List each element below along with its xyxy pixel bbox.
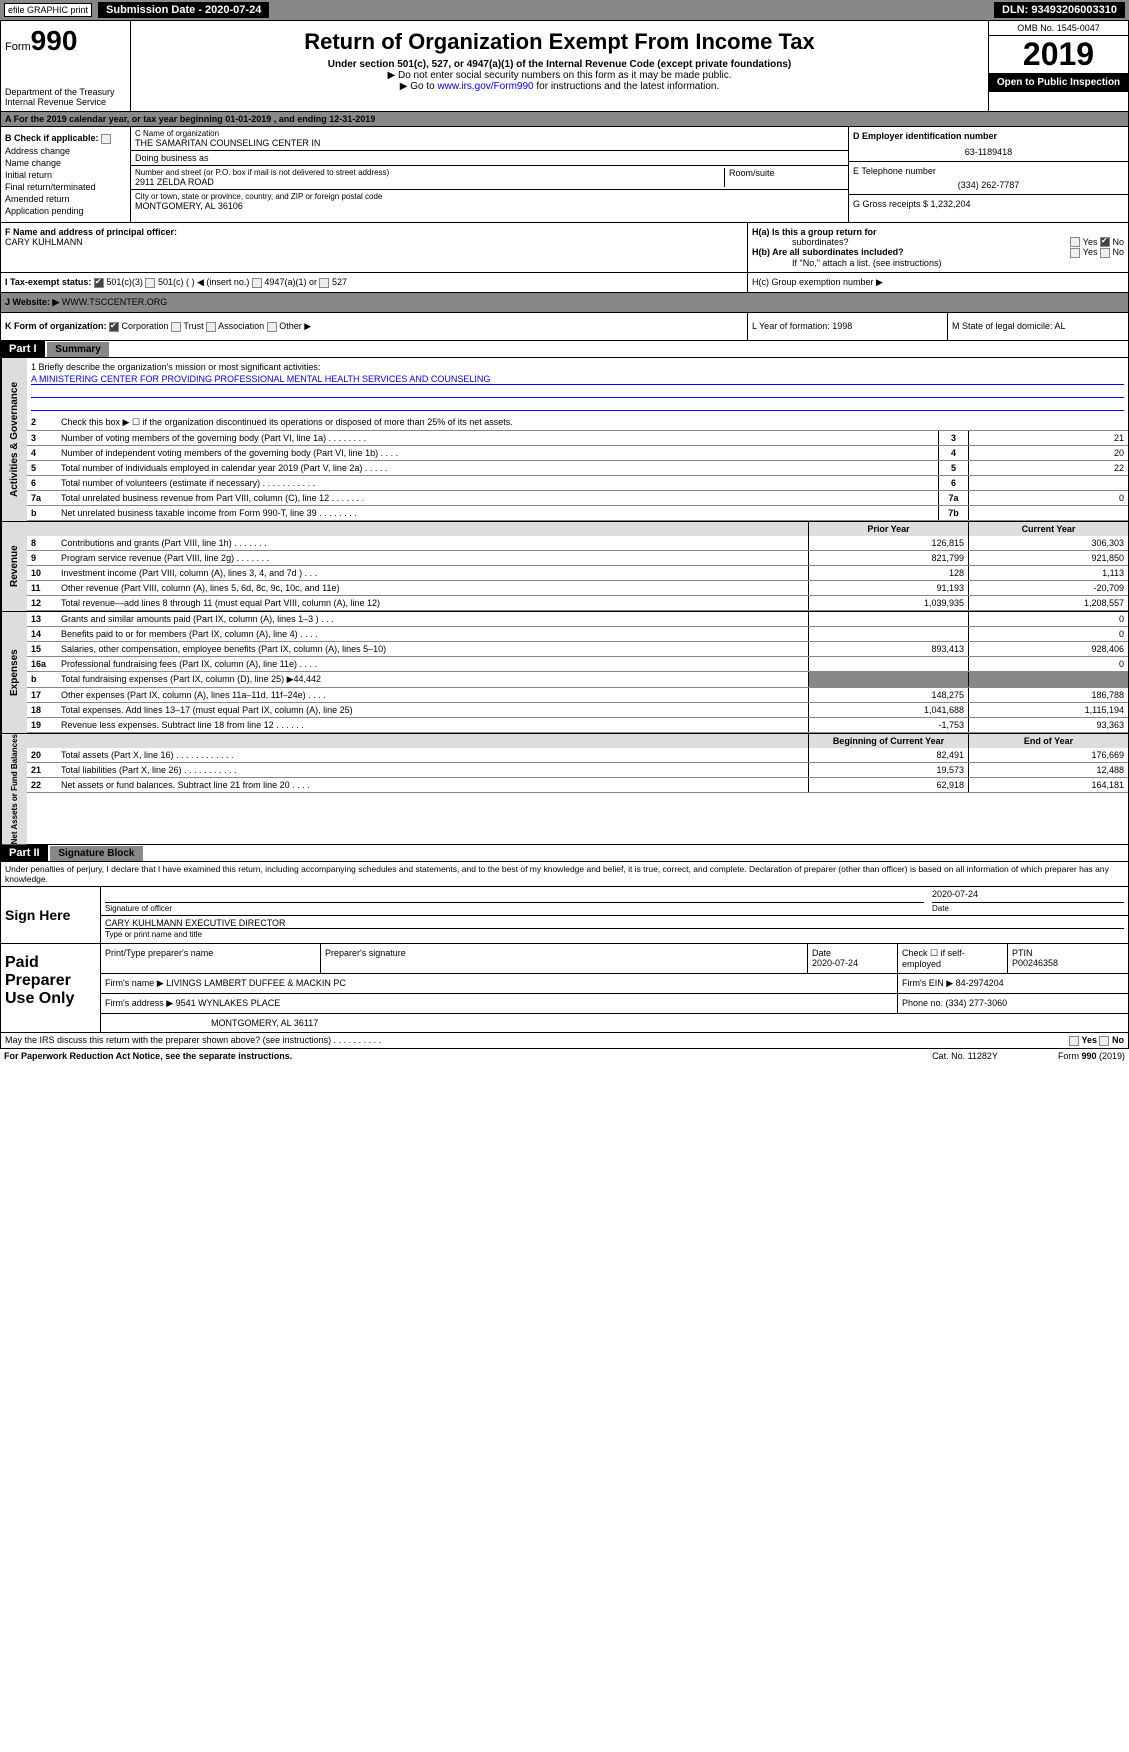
check-init: Initial return — [5, 170, 126, 180]
gross-receipts: G Gross receipts $ 1,232,204 — [849, 195, 1128, 213]
form-ref: Form 990 (2019) — [1058, 1051, 1125, 1061]
summary-line: 20Total assets (Part X, line 16) . . . .… — [27, 748, 1128, 763]
signature-section: Under penalties of perjury, I declare th… — [0, 862, 1129, 1049]
b-label: B Check if applicable: — [5, 133, 126, 144]
row-j: J Website: ▶ WWW.TSCCENTER.ORG — [0, 293, 1129, 313]
summary-line: 19Revenue less expenses. Subtract line 1… — [27, 718, 1128, 733]
d-label: D Employer identification number — [853, 131, 1124, 141]
check-amend: Amended return — [5, 194, 126, 204]
net-assets-section: Net Assets or Fund Balances Beginning of… — [0, 734, 1129, 845]
form-number: 990 — [31, 25, 78, 56]
check-app: Application pending — [5, 206, 126, 216]
dba-label: Doing business as — [131, 151, 848, 166]
mission-text: A MINISTERING CENTER FOR PROVIDING PROFE… — [31, 374, 1124, 385]
ein: 63-1189418 — [853, 147, 1124, 157]
hc-label: H(c) Group exemption number ▶ — [748, 273, 1128, 292]
row-a-tax-year: A For the 2019 calendar year, or tax yea… — [0, 112, 1129, 127]
dept-treasury: Department of the Treasury — [5, 87, 126, 97]
part-ii-header: Part II Signature Block — [0, 845, 1129, 862]
summary-line: bNet unrelated business taxable income f… — [27, 506, 1128, 521]
sign-here-label: Sign Here — [1, 887, 101, 943]
check-name: Name change — [5, 158, 126, 168]
m-state: M State of legal domicile: AL — [948, 313, 1128, 340]
revenue-section: Revenue Prior YearCurrent Year 8Contribu… — [0, 522, 1129, 612]
cat-no: Cat. No. 11282Y — [932, 1051, 998, 1061]
summary-line: 3Number of voting members of the governi… — [27, 431, 1128, 446]
efile-badge: efile GRAPHIC print — [4, 3, 92, 17]
expenses-section: Expenses 13Grants and similar amounts pa… — [0, 612, 1129, 734]
f-label: F Name and address of principal officer: — [5, 227, 743, 237]
summary-line: 8Contributions and grants (Part VIII, li… — [27, 536, 1128, 551]
summary-line: 9Program service revenue (Part VIII, lin… — [27, 551, 1128, 566]
hb-label: H(b) Are all subordinates included? Yes … — [752, 247, 1124, 258]
mission-label: 1 Briefly describe the organization's mi… — [31, 362, 1124, 372]
summary-line: 11Other revenue (Part VIII, column (A), … — [27, 581, 1128, 596]
summary-line: 4Number of independent voting members of… — [27, 446, 1128, 461]
submission-date: Submission Date - 2020-07-24 — [98, 2, 269, 18]
street-label: Number and street (or P.O. box if mail i… — [135, 168, 724, 177]
vert-expenses: Expenses — [1, 612, 27, 733]
vert-revenue: Revenue — [1, 522, 27, 611]
pra-notice: For Paperwork Reduction Act Notice, see … — [4, 1051, 292, 1061]
vert-net-assets: Net Assets or Fund Balances — [1, 734, 27, 844]
summary-line: 22Net assets or fund balances. Subtract … — [27, 778, 1128, 793]
f-name: CARY KUHLMANN — [5, 237, 743, 247]
summary-line: 18Total expenses. Add lines 13–17 (must … — [27, 703, 1128, 718]
page-footer: For Paperwork Reduction Act Notice, see … — [0, 1049, 1129, 1063]
summary-line: 15Salaries, other compensation, employee… — [27, 642, 1128, 657]
org-name: THE SAMARITAN COUNSELING CENTER IN — [135, 138, 844, 148]
discuss-label: May the IRS discuss this return with the… — [5, 1035, 381, 1046]
row-f-h: F Name and address of principal officer:… — [0, 223, 1129, 273]
summary-line: 2Check this box ▶ ☐ if the organization … — [27, 415, 1128, 431]
city-val: MONTGOMERY, AL 36106 — [135, 201, 844, 211]
row-i: I Tax-exempt status: 501(c)(3) 501(c) ( … — [0, 273, 1129, 293]
summary-line: 10Investment income (Part VIII, column (… — [27, 566, 1128, 581]
form-header: Form990 Department of the Treasury Inter… — [0, 20, 1129, 112]
ha-label: H(a) Is this a group return for — [752, 227, 1124, 237]
summary-line: bTotal fundraising expenses (Part IX, co… — [27, 672, 1128, 688]
summary-line: 13Grants and similar amounts paid (Part … — [27, 612, 1128, 627]
room-label: Room/suite — [724, 168, 844, 187]
activities-governance: Activities & Governance 1 Briefly descri… — [0, 358, 1129, 522]
irs-label: Internal Revenue Service — [5, 97, 126, 107]
summary-line: 12Total revenue—add lines 8 through 11 (… — [27, 596, 1128, 611]
summary-line: 6Total number of volunteers (estimate if… — [27, 476, 1128, 491]
city-label: City or town, state or province, country… — [135, 192, 844, 201]
top-bar: efile GRAPHIC print Submission Date - 20… — [0, 0, 1129, 20]
l-year: L Year of formation: 1998 — [748, 313, 948, 340]
ssn-note: ▶ Do not enter social security numbers o… — [135, 70, 984, 81]
penalty-text: Under penalties of perjury, I declare th… — [1, 862, 1128, 886]
form-title: Return of Organization Exempt From Incom… — [135, 29, 984, 55]
c-label: C Name of organization — [135, 129, 844, 138]
summary-line: 5Total number of individuals employed in… — [27, 461, 1128, 476]
goto-note: ▶ Go to www.irs.gov/Form990 for instruct… — [135, 81, 984, 92]
summary-line: 17Other expenses (Part IX, column (A), l… — [27, 688, 1128, 703]
section-b: B Check if applicable: Address change Na… — [0, 127, 1129, 223]
form-subtitle: Under section 501(c), 527, or 4947(a)(1)… — [135, 59, 984, 70]
summary-line: 21Total liabilities (Part X, line 26) . … — [27, 763, 1128, 778]
phone: (334) 262-7787 — [853, 180, 1124, 190]
omb-number: OMB No. 1545-0047 — [989, 21, 1128, 36]
check-addr: Address change — [5, 146, 126, 156]
check-final: Final return/terminated — [5, 182, 126, 192]
street-val: 2911 ZELDA ROAD — [135, 177, 724, 187]
e-label: E Telephone number — [853, 166, 1124, 176]
row-k: K Form of organization: Corporation Trus… — [0, 313, 1129, 341]
summary-line: 16aProfessional fundraising fees (Part I… — [27, 657, 1128, 672]
dln: DLN: 93493206003310 — [994, 2, 1125, 18]
vert-activities-governance: Activities & Governance — [1, 358, 27, 521]
irs-link[interactable]: www.irs.gov/Form990 — [437, 81, 533, 92]
summary-line: 7aTotal unrelated business revenue from … — [27, 491, 1128, 506]
summary-line: 14Benefits paid to or for members (Part … — [27, 627, 1128, 642]
tax-year: 2019 — [989, 36, 1128, 73]
open-public: Open to Public Inspection — [989, 73, 1128, 92]
paid-prep-label: Paid Preparer Use Only — [1, 944, 101, 1032]
hb-note: If "No," attach a list. (see instruction… — [792, 258, 1124, 268]
form-label: Form — [5, 41, 31, 53]
part-i-header: Part I Summary — [0, 341, 1129, 358]
